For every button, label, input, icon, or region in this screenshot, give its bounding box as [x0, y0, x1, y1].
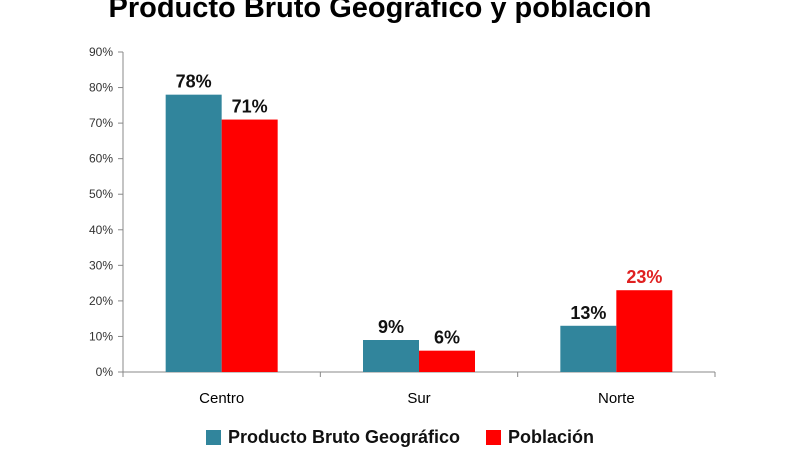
labels: Centro 78% 71% Sur 9% 6% Norte 13% 23% [176, 72, 663, 407]
data-label: 6% [434, 328, 460, 348]
y-tick-label: 30% [89, 258, 113, 272]
data-label: 78% [176, 72, 212, 92]
y-tick-label: 20% [89, 294, 113, 308]
y-tick-label: 40% [89, 223, 113, 237]
bar [616, 290, 673, 372]
bar [363, 340, 419, 372]
bars [165, 94, 673, 373]
bar [165, 94, 222, 373]
y-tick-label: 70% [89, 116, 113, 130]
data-label: 9% [378, 317, 404, 337]
bar [221, 119, 278, 372]
bar [560, 325, 617, 372]
chart-title: Producto Bruto Geográfico y población [108, 0, 652, 24]
y-tick-label: 90% [89, 45, 113, 59]
category-label: Centro [199, 390, 244, 407]
legend-label-pbg: Producto Bruto Geográfico [227, 427, 460, 447]
legend-item-poblacion: Población [486, 427, 594, 448]
data-label: 23% [626, 267, 662, 287]
legend-swatch-poblacion [486, 430, 501, 445]
legend-item-pbg: Producto Bruto Geográfico [205, 427, 460, 448]
bar [419, 350, 475, 372]
y-tick-label: 50% [89, 187, 113, 201]
y-tick-label: 60% [89, 152, 113, 166]
legend-swatch-pbg [205, 430, 221, 445]
y-tick-label: 0% [96, 365, 114, 379]
category-label: Sur [407, 390, 430, 407]
category-label: Norte [598, 390, 635, 407]
y-tick-label: 80% [89, 81, 113, 95]
legend-label-poblacion: Población [508, 427, 595, 447]
legend: Producto Bruto Geográfico Población [0, 427, 800, 448]
y-tick-label: 10% [89, 329, 113, 343]
data-label: 13% [570, 303, 606, 323]
data-label: 71% [232, 97, 268, 117]
